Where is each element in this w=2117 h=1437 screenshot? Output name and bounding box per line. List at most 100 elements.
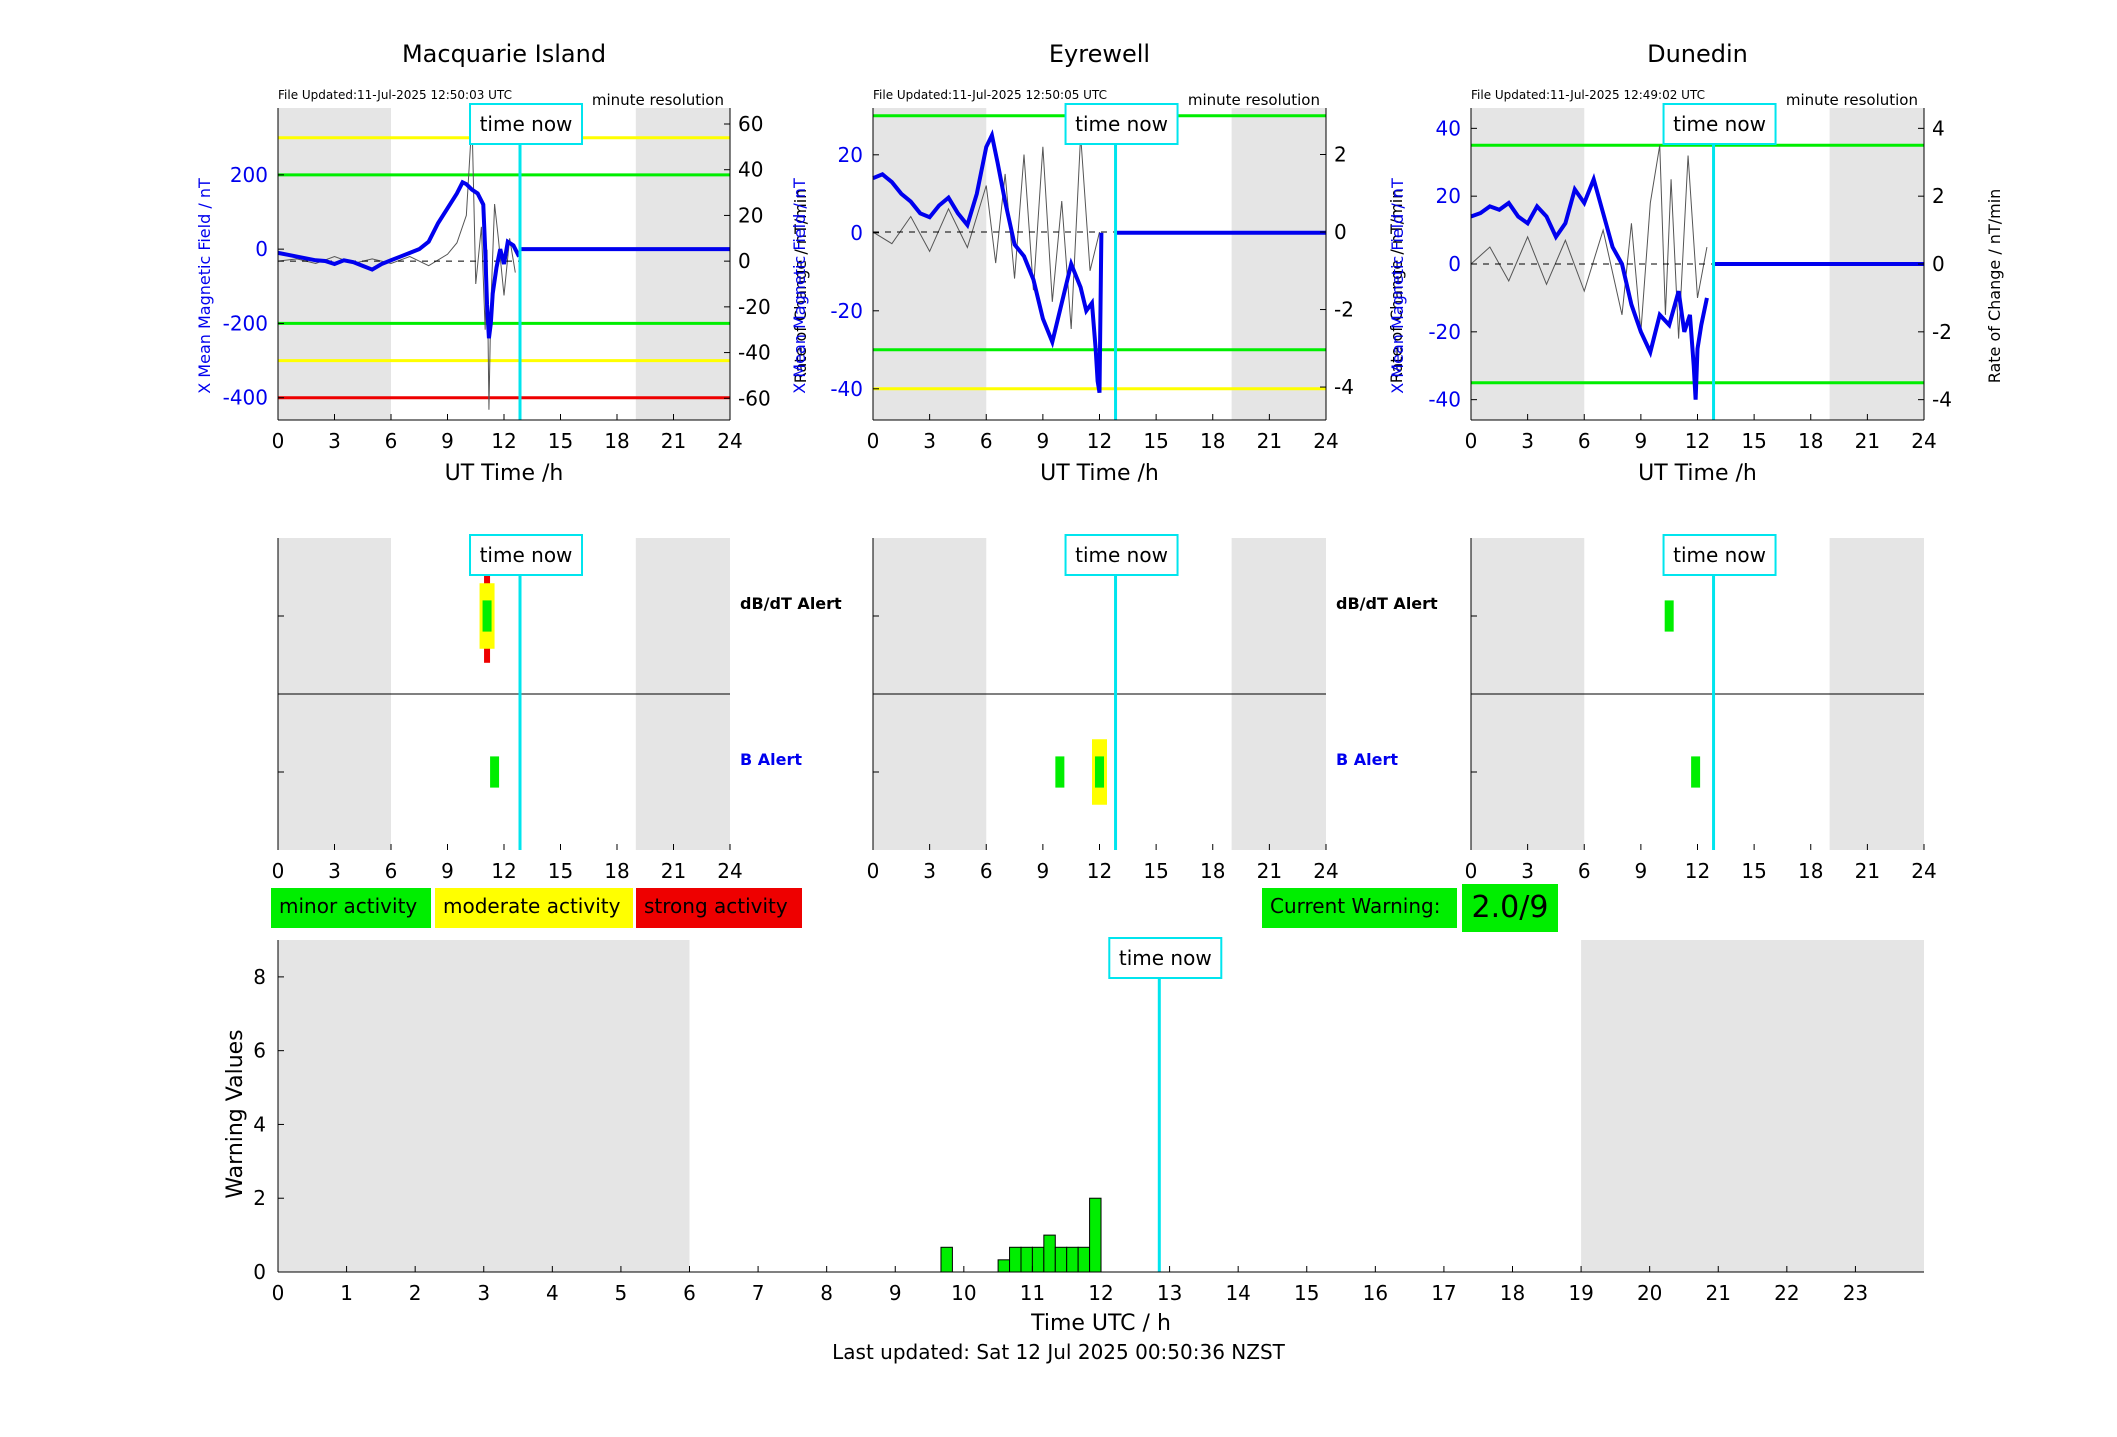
alert-panel-2-x-tick-label: 15: [1143, 859, 1168, 883]
warning-x-tick-label: 1: [340, 1281, 353, 1305]
station-2-field-line: [872, 129, 1104, 394]
station-1-y-tick-label: 0: [255, 237, 268, 261]
alert-panel-2-dbdt-label: dB/dT Alert: [1336, 594, 1438, 613]
alert-panel-3-x-tick-label: 15: [1741, 859, 1766, 883]
station-1-y-right-tick-label: 0: [738, 249, 751, 273]
current-warning-value: 2.0/9: [1471, 890, 1549, 925]
alert-panel-3-x-tick-label: 12: [1685, 859, 1710, 883]
station-1-x-tick-label: 12: [491, 429, 516, 453]
station-3-y-right-tick-label: -2: [1932, 320, 1952, 344]
warning-y-tick-label: 8: [253, 965, 266, 989]
alert-panel-1-x-tick-label: 3: [328, 859, 341, 883]
station-3-rate-line: [1470, 145, 1708, 339]
station-2-night-band: [873, 108, 987, 420]
station-2-time-now-box: [1064, 103, 1179, 145]
station-3-y-tick-label: 0: [1448, 252, 1461, 276]
alert-panel-2-x-tick-label: 24: [1313, 859, 1338, 883]
station-3-x-label: UT Time /h: [1638, 461, 1757, 486]
station-2-y-right-tick-label: -2: [1334, 298, 1354, 322]
station-3-time-now-box: [1662, 103, 1777, 145]
station-1-x-tick-label: 15: [548, 429, 573, 453]
station-2-x-tick-label: 21: [1257, 429, 1282, 453]
station-2-y-tick-label: -20: [830, 299, 863, 323]
station-1-y-label: X Mean Magnetic Field / nT: [195, 178, 214, 394]
warning-bar: [1009, 1246, 1022, 1273]
station-3-y-right-tick-label: 4: [1932, 116, 1945, 140]
station-1-x-tick-label: 24: [717, 429, 742, 453]
station-1-file-updated: File Updated:11-Jul-2025 12:50:03 UTC: [278, 88, 512, 102]
alert-panel-2-alert-minor: [1095, 756, 1104, 788]
warning-x-tick-label: 15: [1294, 1281, 1319, 1305]
warning-time-now-label: time now: [1119, 946, 1212, 970]
station-3-y-right-tick-label: -4: [1932, 388, 1952, 412]
station-3-x-tick-label: 9: [1635, 429, 1648, 453]
station-1-y-right-label: Rate of Change / nT/min: [791, 189, 810, 384]
warning-x-tick-label: 2: [409, 1281, 422, 1305]
alert-panel-3-time-now-box: [1662, 534, 1777, 576]
legend-strong: strong activity: [636, 888, 802, 928]
station-1-title: Macquarie Island: [402, 40, 606, 68]
legend-moderate: moderate activity: [435, 888, 633, 928]
current-warning-value-box: 2.0/9: [1462, 884, 1558, 932]
current-warning-label-box: Current Warning:: [1262, 888, 1457, 928]
station-3-resolution: minute resolution: [1786, 91, 1918, 109]
station-1-time-now-box: [469, 103, 584, 145]
station-1-y-right-tick-label: 60: [738, 112, 763, 136]
warning-y-tick-label: 6: [253, 1039, 266, 1063]
alert-panel-1-b-label: B Alert: [740, 750, 802, 769]
station-3-x-tick-label: 21: [1855, 429, 1880, 453]
warning-x-tick-label: 8: [820, 1281, 833, 1305]
station-3-file-updated: File Updated:11-Jul-2025 12:49:02 UTC: [1471, 88, 1705, 102]
alert-panel-3-x-tick-label: 9: [1635, 859, 1648, 883]
alert-panel-1-x-tick-label: 15: [548, 859, 573, 883]
alert-panel-1-x-tick-label: 21: [661, 859, 686, 883]
warning-x-tick-label: 13: [1157, 1281, 1182, 1305]
station-2-x-label: UT Time /h: [1040, 461, 1159, 486]
station-3-x-tick-label: 12: [1685, 429, 1710, 453]
station-1-y-right-tick-label: 40: [738, 158, 763, 182]
warning-x-tick-label: 19: [1568, 1281, 1593, 1305]
station-1-y-tick-label: -200: [223, 311, 268, 335]
station-3-x-tick-label: 18: [1798, 429, 1823, 453]
station-3-y-tick-label: -40: [1428, 388, 1461, 412]
warning-x-tick-label: 4: [546, 1281, 559, 1305]
station-3-time-now-label: time now: [1673, 112, 1766, 136]
station-2-x-tick-label: 3: [923, 429, 936, 453]
station-1-y-tick-label: 200: [230, 163, 268, 187]
alert-panel-3-alert-minor: [1691, 756, 1701, 788]
alert-panel-1-x-tick-label: 6: [385, 859, 398, 883]
station-2-x-tick-label: 0: [867, 429, 880, 453]
alert-panel-1-alert-minor: [482, 600, 492, 632]
warning-bar: [1020, 1246, 1033, 1273]
warning-x-tick-label: 14: [1225, 1281, 1250, 1305]
station-1-x-tick-label: 18: [604, 429, 629, 453]
station-2-y-tick-label: 20: [838, 143, 863, 167]
station-2-y-right-label: Rate of Change / nT/min: [1387, 189, 1406, 384]
station-3-x-tick-label: 24: [1911, 429, 1936, 453]
warning-y-tick-label: 2: [253, 1186, 266, 1210]
warning-x-tick-label: 20: [1637, 1281, 1662, 1305]
alert-panel-1-x-tick-label: 0: [272, 859, 285, 883]
station-1-night-band: [635, 108, 730, 420]
alert-panel-1-x-tick-label: 18: [604, 859, 629, 883]
station-3-x-tick-label: 15: [1741, 429, 1766, 453]
station-1-x-tick-label: 9: [441, 429, 454, 453]
station-1-time-now-label: time now: [480, 112, 573, 136]
station-1-field-line: [277, 179, 521, 339]
station-3-y-label: X Mean Magnetic Field / nT: [1388, 178, 1407, 394]
alert-panel-2-x-tick-label: 6: [980, 859, 993, 883]
warning-bar: [1089, 1197, 1102, 1273]
warning-x-tick-label: 3: [477, 1281, 490, 1305]
alert-panel-2-alert-minor: [1055, 756, 1065, 788]
alert-panel-1-x-tick-label: 9: [441, 859, 454, 883]
alert-panel-1-x-tick-label: 24: [717, 859, 742, 883]
station-1-y-right-tick-label: -40: [738, 341, 771, 365]
alert-panel-3-x-tick-label: 6: [1578, 859, 1591, 883]
warning-x-tick-label: 10: [951, 1281, 976, 1305]
alert-panel-2-b-label: B Alert: [1336, 750, 1398, 769]
station-3-x-tick-label: 0: [1465, 429, 1478, 453]
station-3-y-tick-label: 40: [1436, 116, 1461, 140]
warning-bar: [940, 1246, 953, 1273]
legend-strong-label: strong activity: [644, 894, 788, 918]
